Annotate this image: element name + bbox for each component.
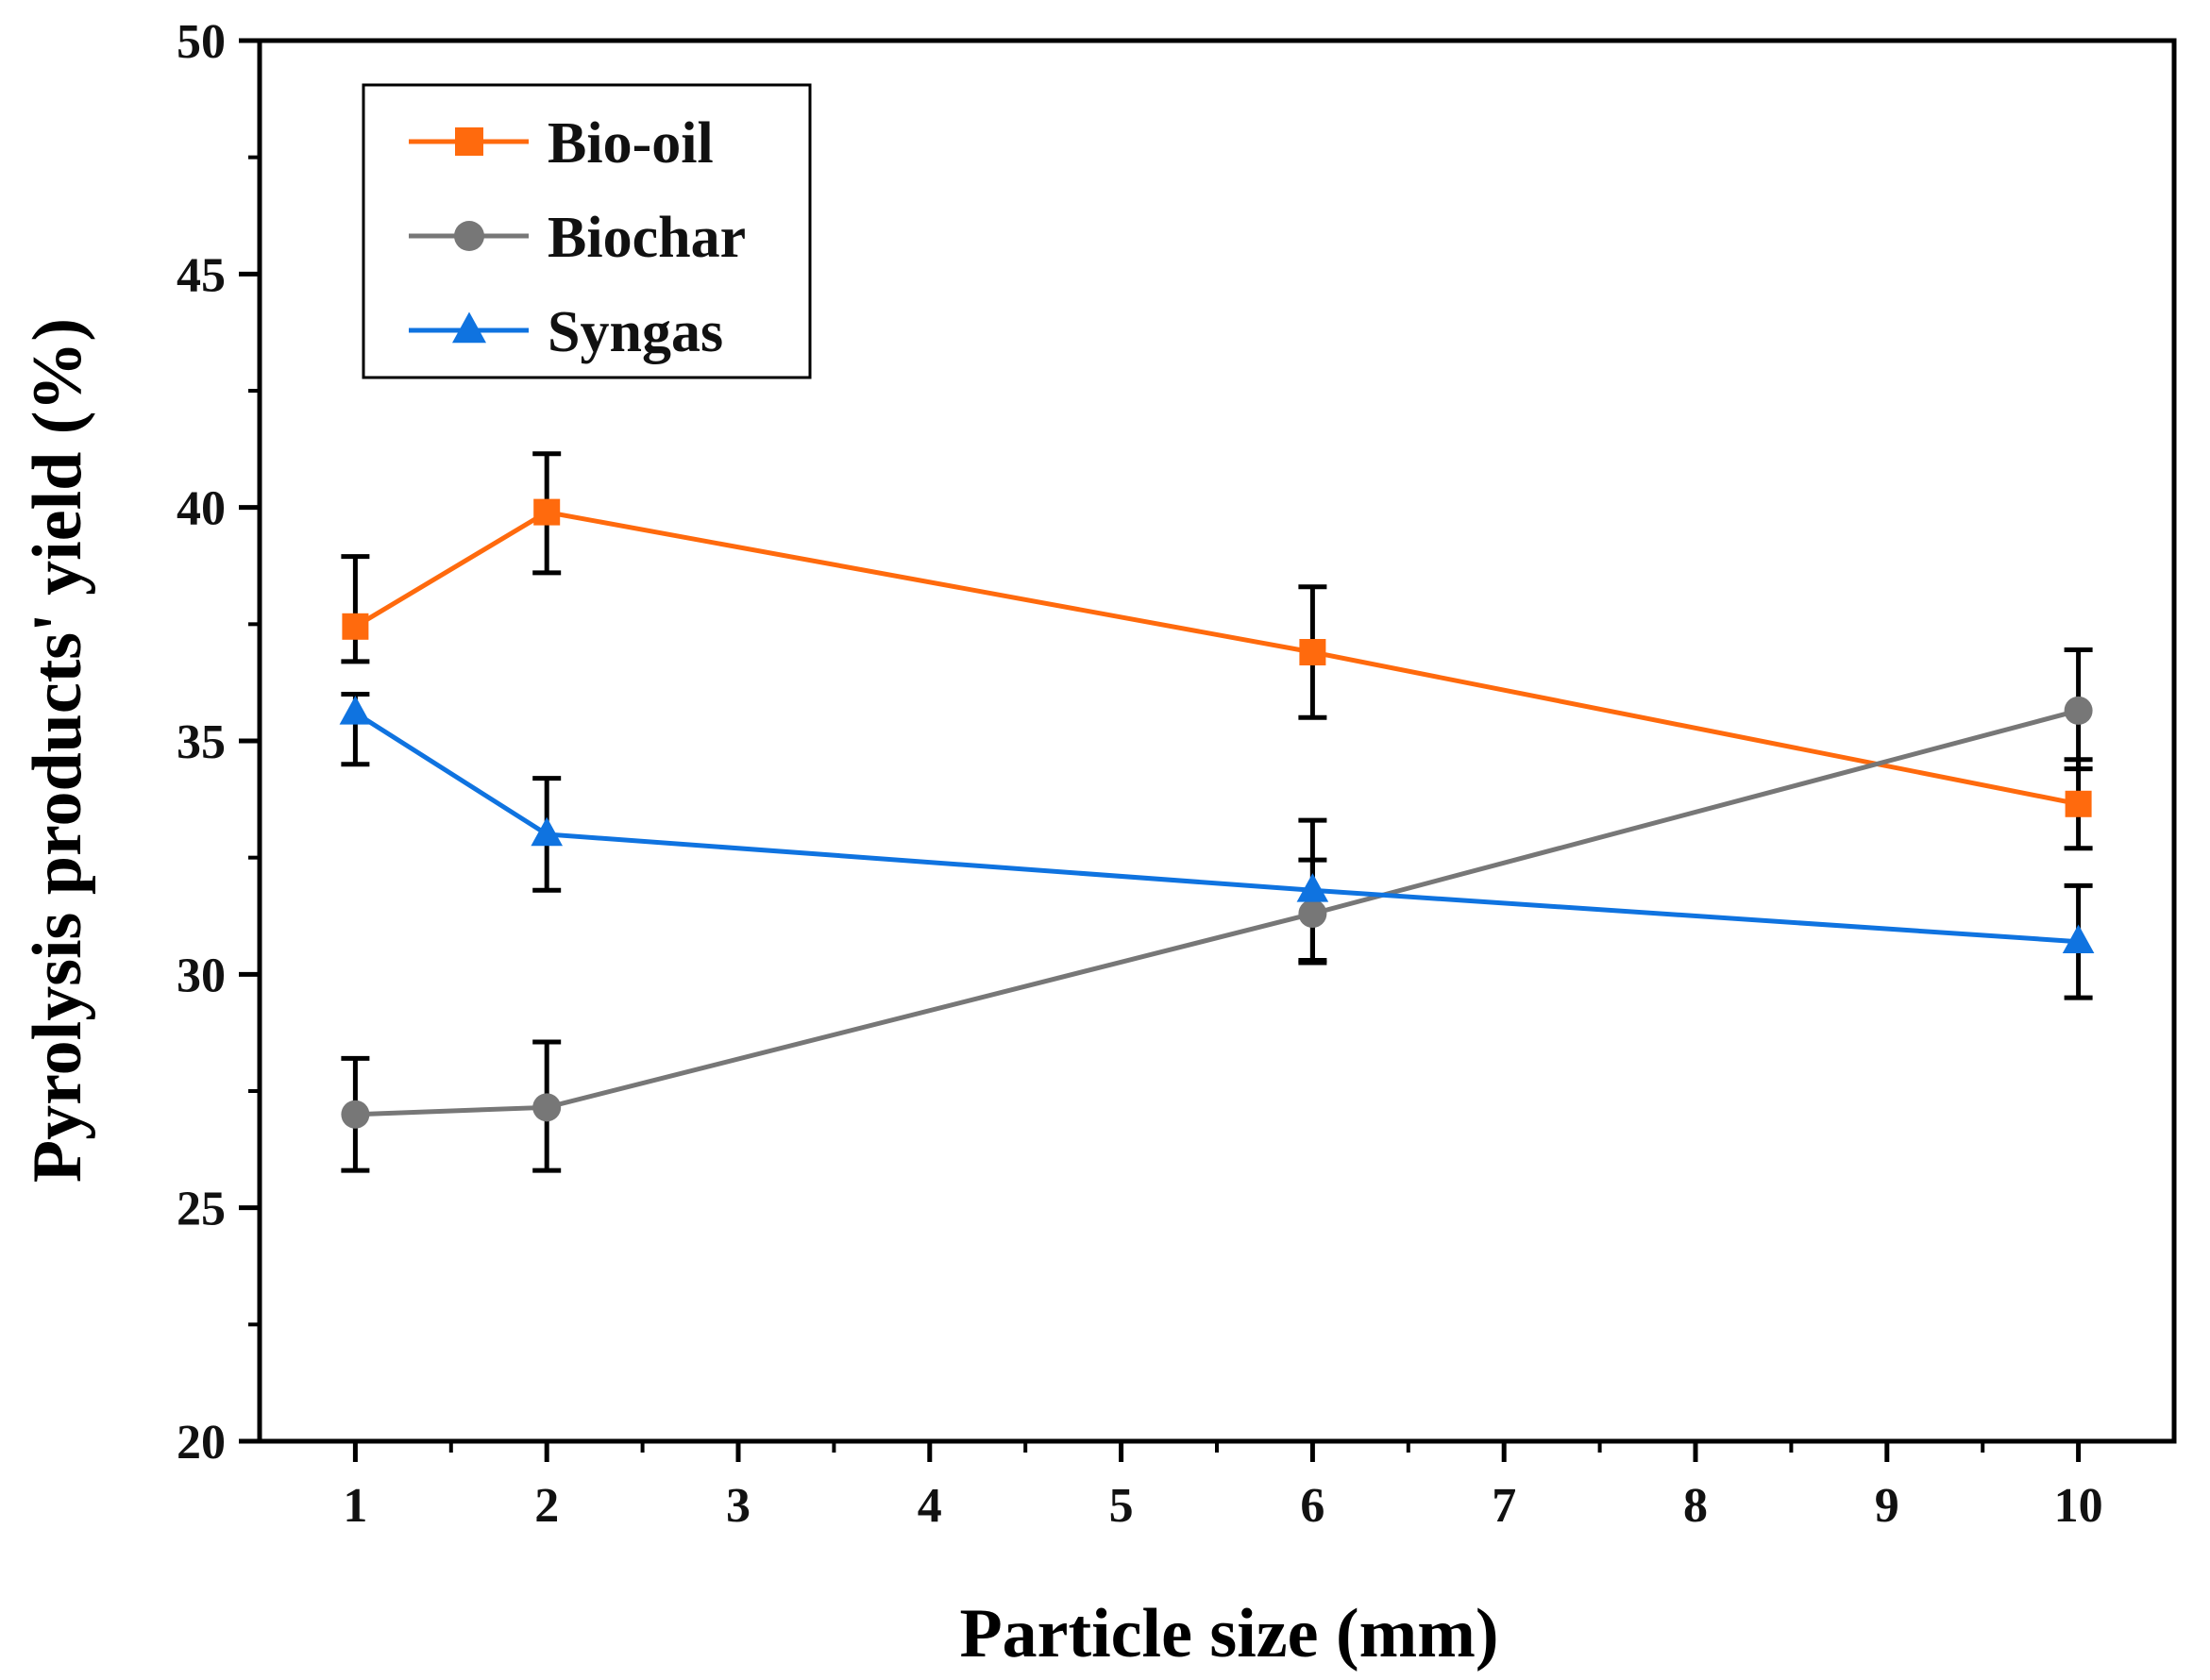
data-point-syngas-10 — [2062, 924, 2095, 954]
data-point-bio-oil-6 — [1299, 639, 1326, 666]
legend-item-bio-oil: Bio-oil — [409, 111, 714, 176]
data-point-bio-oil-2 — [533, 498, 561, 526]
series-biochar — [355, 708, 2080, 1117]
legend: Bio-oil Biochar Syngas — [362, 83, 812, 379]
data-point-bio-oil-1 — [342, 613, 369, 640]
data-point-syngas-2 — [531, 816, 563, 847]
data-point-biochar-2 — [532, 1093, 562, 1122]
series-layer — [339, 451, 2095, 1173]
legend-label-syngas: Syngas — [548, 300, 723, 364]
legend-marker-bio-oil — [455, 127, 483, 156]
series-bio-oil — [354, 509, 2080, 807]
series-syngas — [354, 711, 2079, 945]
x-axis-title: Particle size (mm) — [959, 1595, 1498, 1672]
x-tick-label-4: 4 — [918, 1479, 942, 1533]
legend-item-syngas: Syngas — [409, 300, 723, 364]
data-point-syngas-6 — [1296, 873, 1329, 902]
markers-syngas — [339, 696, 2095, 954]
legend-label-bio-oil: Bio-oil — [548, 111, 714, 176]
x-tick-label-2: 2 — [534, 1479, 559, 1533]
y-tick-label-30: 30 — [177, 949, 226, 1002]
y-axis-title: Pyrolysis products' yield (%) — [19, 318, 96, 1183]
legend-marker-syngas — [452, 311, 486, 344]
x-tick-label-10: 10 — [2054, 1479, 2103, 1533]
y-tick-label-40: 40 — [177, 482, 226, 536]
series-line-biochar — [355, 708, 2080, 1117]
x-tick-label-3: 3 — [726, 1479, 751, 1533]
markers-bio-oil — [342, 498, 2092, 817]
data-point-biochar-1 — [341, 1100, 370, 1129]
legend-marker-biochar — [454, 221, 484, 251]
x-tick-label-6: 6 — [1300, 1479, 1324, 1533]
x-tick-label-5: 5 — [1109, 1479, 1134, 1533]
x-tick-label-9: 9 — [1875, 1479, 1899, 1533]
series-line-syngas — [354, 711, 2079, 945]
y-tick-label-45: 45 — [177, 248, 226, 302]
data-point-bio-oil-10 — [2065, 790, 2092, 817]
y-tick-label-25: 25 — [177, 1183, 226, 1236]
data-point-biochar-6 — [1298, 899, 1327, 929]
y-tick-label-35: 35 — [177, 715, 226, 769]
legend-label-biochar: Biochar — [548, 206, 746, 270]
markers-biochar — [341, 696, 2093, 1129]
x-tick-label-8: 8 — [1683, 1479, 1708, 1533]
y-tick-label-50: 50 — [177, 15, 226, 69]
legend-item-biochar: Biochar — [409, 206, 746, 270]
y-tick-label-20: 20 — [177, 1416, 226, 1470]
data-point-biochar-10 — [2064, 696, 2093, 725]
data-point-syngas-1 — [339, 696, 372, 725]
x-tick-label-1: 1 — [343, 1479, 367, 1533]
x-tick-label-7: 7 — [1492, 1479, 1516, 1533]
series-line-bio-oil — [354, 509, 2080, 807]
